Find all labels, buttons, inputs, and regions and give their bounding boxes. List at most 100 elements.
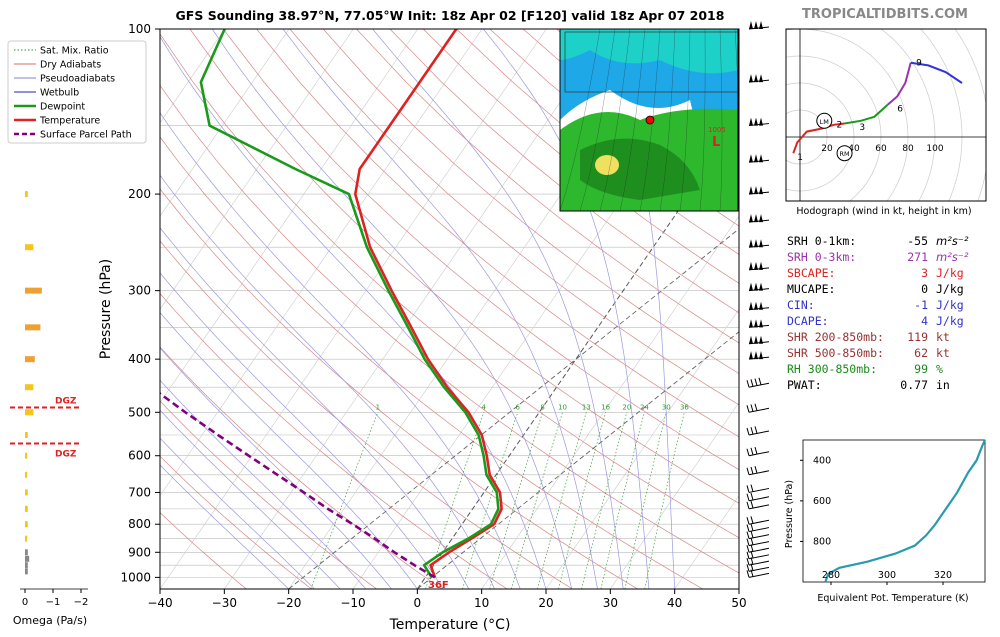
- wind-barbs: [746, 21, 770, 578]
- y-tick-label: 600: [128, 449, 151, 463]
- mixing-ratio-line: [558, 412, 607, 589]
- theta-e-x-tick-label: 300: [878, 570, 896, 581]
- barb-shaft: [748, 527, 770, 533]
- index-unit: J/kg: [936, 282, 964, 296]
- y-tick-label: 700: [128, 485, 151, 499]
- wind-barb: [746, 516, 770, 525]
- dry-adiabat-line: [189, 29, 739, 504]
- index-label: SRH 0-1km:: [787, 234, 856, 248]
- barb-shaft: [748, 407, 770, 413]
- barb-flag: [746, 485, 750, 493]
- x-tick-label: −30: [212, 596, 237, 610]
- barb-flag: [750, 484, 754, 492]
- dry-adiabat-line: [160, 188, 638, 589]
- pseudoadiabat-line: [160, 174, 495, 589]
- barb-pennant: [759, 282, 763, 291]
- barb-flag: [750, 563, 754, 571]
- barb-pennant: [749, 74, 753, 83]
- hodograph-height-label: 2: [836, 121, 842, 131]
- barb-pennant: [749, 154, 753, 163]
- hodograph-segment: [887, 62, 912, 106]
- index-value: -55: [907, 234, 928, 248]
- barb-flag: [746, 570, 750, 578]
- barb-shaft: [748, 541, 770, 547]
- barb-pennant: [749, 214, 753, 223]
- indices-table: SRH 0-1km: -55 m²s⁻² SRH 0-3km: 271 m²s⁻² SBCA…: [787, 234, 969, 392]
- wind-barb: [746, 523, 770, 533]
- dry-adiabat-line: [160, 136, 704, 589]
- y-tick-label: 200: [128, 187, 151, 201]
- y-tick-label: 100: [128, 22, 151, 36]
- index-value: 99: [914, 362, 928, 376]
- barb-pennant: [754, 186, 758, 195]
- dgz-label: DGZ: [55, 450, 77, 460]
- barb-shaft: [748, 572, 770, 578]
- index-unit: J/kg: [936, 314, 964, 328]
- omega-bar: [25, 505, 28, 512]
- hodograph-segment: [844, 103, 889, 125]
- hodograph-height-label: 3: [859, 123, 865, 133]
- index-label: SBCAPE:: [787, 266, 835, 280]
- barb-pennant: [759, 214, 763, 223]
- barb-pennant: [759, 21, 763, 29]
- mixing-ratio-label: 8: [540, 403, 544, 411]
- barb-pennant: [754, 21, 758, 29]
- wind-barb: [746, 500, 770, 510]
- mixing-ratio-line: [644, 412, 685, 589]
- barb-shaft: [748, 519, 770, 525]
- barb-flag: [750, 404, 754, 412]
- barb-flag: [746, 545, 750, 553]
- barb-flag: [758, 377, 762, 385]
- hodograph-height-label: 9: [916, 58, 922, 68]
- index-unit: m²s⁻²: [936, 250, 969, 264]
- omega-bar: [25, 432, 28, 439]
- hodograph-tick-label: 20: [821, 144, 833, 154]
- barb-shaft: [748, 430, 770, 436]
- pseudoadiabat-line: [160, 311, 418, 589]
- hodograph-tick-label: 40: [848, 144, 860, 154]
- index-label: PWAT:: [787, 378, 822, 392]
- omega-bar: [25, 244, 34, 251]
- barb-shaft: [748, 566, 770, 572]
- x-tick-label: 20: [538, 596, 553, 610]
- wind-barb: [746, 484, 770, 493]
- x-tick-label: 0: [414, 596, 422, 610]
- wind-barb: [748, 351, 770, 360]
- dry-adiabat-line: [222, 29, 739, 471]
- mixing-ratio-line: [600, 412, 645, 589]
- barb-flag: [750, 379, 754, 387]
- index-label: DCAPE:: [787, 314, 829, 328]
- barb-pennant: [754, 301, 758, 310]
- barb-flag: [750, 544, 754, 552]
- map-border-line: [659, 29, 676, 211]
- wind-barb: [746, 557, 770, 566]
- mixing-ratio-line: [310, 412, 379, 589]
- map-border-line: [639, 29, 661, 211]
- storm-motion-label: LM: [820, 118, 829, 126]
- hodograph-tick-label: 100: [926, 144, 943, 154]
- skewt-panel: 146810131620243036 −40−30−20−10010203040…: [98, 22, 747, 633]
- barb-pennant: [749, 282, 753, 291]
- barb-pennant: [759, 351, 763, 360]
- map-border-line: [719, 29, 723, 211]
- index-value: 4: [921, 314, 928, 328]
- map-border-line: [579, 29, 616, 211]
- barb-pennant: [759, 74, 763, 83]
- chart-title: GFS Sounding 38.97°N, 77.05°W Init: 18z …: [176, 8, 725, 23]
- x-tick-label: −10: [340, 596, 365, 610]
- theta-e-panel: 280 300 320 400 600 800 Equivalent Pot. Tempe…: [784, 439, 986, 604]
- wind-barb: [748, 282, 770, 292]
- omega-tick-label: 0: [22, 597, 28, 608]
- barb-pennant: [749, 301, 753, 310]
- barb-flag: [754, 378, 758, 386]
- mixing-ratio-line: [425, 412, 485, 589]
- dry-adiabat-line: [160, 84, 739, 574]
- snow-region-teal: [560, 29, 738, 74]
- reference-dashed-line: [417, 331, 739, 589]
- isotherm-line: [160, 29, 290, 217]
- barb-shaft: [748, 554, 770, 560]
- barb-shaft: [748, 534, 770, 540]
- barb-flag: [750, 569, 754, 577]
- dry-adiabat-line: [160, 455, 312, 589]
